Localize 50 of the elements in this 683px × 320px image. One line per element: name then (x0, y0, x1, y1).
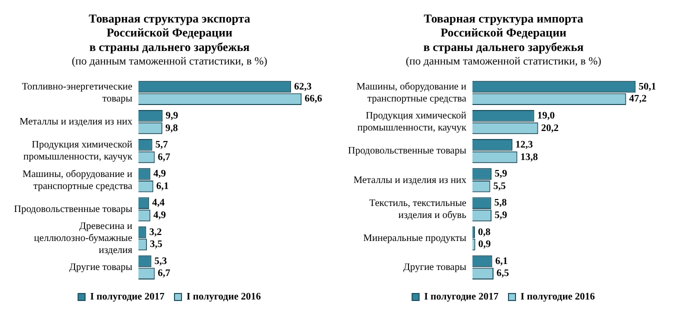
y-tick-label: Продовольственные товары (348, 146, 467, 157)
y-tick-label: Топливно-энергетические товары (22, 82, 133, 105)
data-label: 19,0 (537, 110, 555, 122)
y-tick-label: Металлы и изделия из них (19, 116, 132, 128)
y-tick-label: Продукция химической промышленности, каучук (23, 140, 133, 163)
data-label: 5,9 (494, 210, 508, 222)
data-label: 62,3 (294, 81, 312, 92)
data-label: 5,8 (494, 198, 507, 209)
data-label: 4,9 (153, 210, 166, 222)
data-label: 20,2 (541, 122, 559, 134)
y-tick-label: Машины, оборудование и транспортные средства (22, 168, 133, 192)
data-label: 0,8 (478, 226, 490, 238)
data-label: 3,2 (149, 226, 162, 238)
chart-subtitle: (по данным таможенной статистики, в %) (72, 56, 268, 68)
legend-label: I полугодие 2017 (90, 292, 165, 303)
y-tick-label: Машины, оборудование и транспортные средства (356, 82, 467, 105)
data-label: 0,9 (478, 239, 491, 250)
data-label: 5,9 (494, 168, 508, 180)
data-label: 3,5 (150, 239, 162, 250)
legend-label: I полугодие 2017 (424, 292, 499, 303)
data-label: 4,4 (152, 198, 165, 209)
chart-title: Товарная структура экспорта Российской Федерации в страны дальнего зарубежья (88, 11, 250, 54)
y-tick-label: Металлы и изделия из них (353, 174, 466, 186)
data-label: 12,3 (515, 140, 533, 151)
y-tick-label: Продовольственные товары (14, 204, 133, 215)
data-label: 13,8 (520, 152, 538, 163)
data-label: 6,7 (158, 152, 170, 163)
data-label: 6,5 (496, 268, 510, 280)
data-label: 9,9 (166, 110, 178, 122)
data-label: 5,5 (493, 180, 506, 192)
data-label: 6,1 (495, 256, 508, 267)
data-label: 5,7 (155, 140, 168, 151)
y-tick-label: Продукция химической промышленности, каучук (357, 110, 467, 134)
y-tick-label: Текстиль, текстильные изделия и обувь (369, 198, 467, 221)
data-label: 9,8 (165, 122, 178, 134)
y-tick-label: Минеральные продукты (363, 232, 467, 244)
chart-subtitle: (по данным таможенной статистики, в %) (406, 56, 602, 68)
data-label: 50,1 (638, 81, 656, 92)
y-tick-label: Другие товары (403, 262, 467, 274)
y-tick-label: Другие товары (69, 262, 133, 274)
legend-label: I полугодие 2016 (520, 292, 595, 303)
data-label: 66,6 (304, 94, 322, 105)
data-label: 6,7 (158, 268, 170, 280)
data-label: 5,3 (154, 256, 167, 267)
chart-title: Товарная структура импорта Российской Федерации в страны дальнего зарубежья (423, 11, 584, 54)
data-label: 47,2 (629, 94, 647, 105)
y-tick-label: Древесина и целлюлозно-бумажные изделия (34, 220, 133, 256)
data-label: 4,9 (153, 168, 166, 180)
legend-label: I полугодие 2016 (186, 292, 261, 303)
data-label: 6,1 (156, 180, 169, 192)
